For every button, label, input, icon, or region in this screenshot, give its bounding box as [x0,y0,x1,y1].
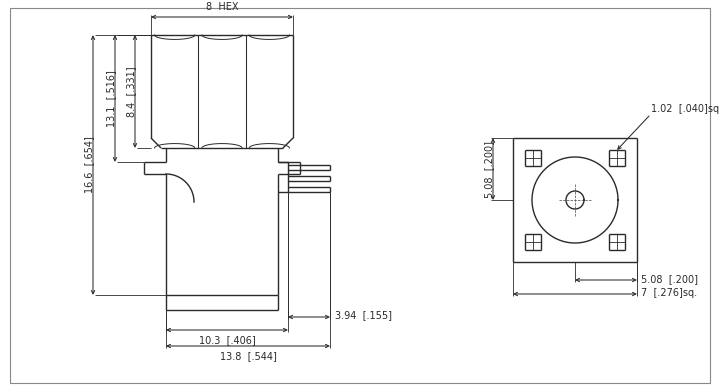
Text: 7  [.276]sq.: 7 [.276]sq. [641,288,697,298]
Text: 13.1  [.516]: 13.1 [.516] [106,70,116,127]
Text: 5.08  [.200]: 5.08 [.200] [641,274,698,284]
Text: 5.08  [.200]: 5.08 [.200] [484,140,494,197]
Text: 8  HEX: 8 HEX [206,2,238,12]
Text: 13.8  [.544]: 13.8 [.544] [220,351,276,361]
Text: 8.4  [.331]: 8.4 [.331] [126,66,136,117]
Text: 16.6  [.654]: 16.6 [.654] [84,136,94,194]
Text: 10.3  [.406]: 10.3 [.406] [199,335,256,345]
Text: 1.02  [.040]sq.  (4x): 1.02 [.040]sq. (4x) [651,104,720,114]
Text: 3.94  [.155]: 3.94 [.155] [335,310,392,320]
